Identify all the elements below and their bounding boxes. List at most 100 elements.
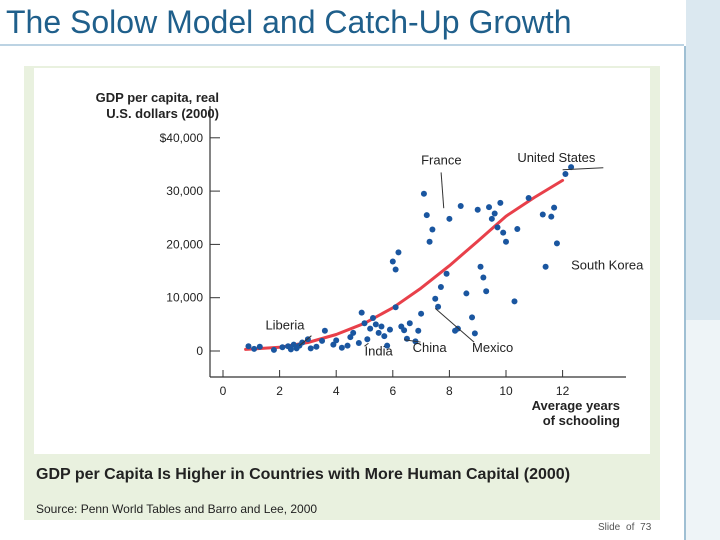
data-point <box>386 326 393 333</box>
data-points <box>245 164 575 353</box>
y-tick-label: 10,000 <box>166 291 203 305</box>
data-point <box>539 211 546 218</box>
data-point <box>423 212 430 219</box>
data-point <box>338 344 345 351</box>
data-point <box>415 327 422 334</box>
data-point <box>469 314 476 321</box>
data-point <box>251 345 258 352</box>
data-point <box>429 226 436 233</box>
data-point <box>474 206 481 213</box>
data-point <box>463 290 470 297</box>
annotation-label: United States <box>517 150 596 165</box>
x-axis-label: of schooling <box>543 413 620 428</box>
annotation-leader <box>404 339 421 343</box>
x-tick-label: 0 <box>220 384 227 398</box>
annotation-leader <box>434 307 475 343</box>
title-divider <box>0 44 684 46</box>
data-point <box>511 298 518 305</box>
data-point <box>406 320 413 327</box>
y-tick-label: 20,000 <box>166 237 203 251</box>
data-point <box>245 343 252 350</box>
data-point <box>514 225 521 232</box>
data-point <box>358 309 365 316</box>
x-tick-label: 8 <box>446 384 453 398</box>
x-tick-label: 12 <box>556 384 570 398</box>
data-point <box>471 330 478 337</box>
data-point <box>446 215 453 222</box>
slide-label: Slide <box>598 522 621 533</box>
side-decoration-bottom <box>686 320 720 540</box>
data-point <box>500 229 507 236</box>
y-axis-label: U.S. dollars (2000) <box>106 106 219 121</box>
data-point <box>347 334 354 341</box>
data-point <box>480 274 487 281</box>
y-tick-label: $40,000 <box>160 131 204 145</box>
x-tick-label: 6 <box>389 384 396 398</box>
data-point <box>395 249 402 256</box>
figure-panel: 0 10,000 20,000 30,000 $40,000 0 2 4 6 8 10 12 GDP p… <box>24 66 660 520</box>
scatter-chart: 0 10,000 20,000 30,000 $40,000 0 2 4 6 8 10 12 GDP p… <box>96 90 644 428</box>
data-point <box>344 342 351 349</box>
data-point <box>330 341 337 348</box>
data-point <box>321 327 328 334</box>
x-tick-label: 4 <box>333 384 340 398</box>
data-point <box>392 304 399 311</box>
data-point <box>313 343 320 350</box>
data-point <box>256 343 263 350</box>
data-point <box>488 215 495 222</box>
x-tick-label: 2 <box>276 384 283 398</box>
data-point <box>287 346 294 353</box>
annotation-leader <box>364 342 369 347</box>
figure-caption: GDP per Capita Is Higher in Countries wi… <box>36 466 571 483</box>
data-point <box>279 344 286 351</box>
data-point <box>350 329 357 336</box>
data-point <box>525 195 532 202</box>
slide-number: Slide of 73 <box>598 522 654 533</box>
data-point <box>426 238 433 245</box>
data-point <box>483 288 490 295</box>
data-point <box>494 224 501 231</box>
chart-axes: 0 10,000 20,000 30,000 $40,000 0 2 4 6 8 10 12 GDP p… <box>96 90 626 428</box>
data-point <box>418 310 425 317</box>
data-point <box>364 336 371 343</box>
total-slides: 73 <box>640 522 652 533</box>
data-point <box>319 337 326 344</box>
data-point <box>486 204 493 211</box>
side-decoration-top <box>686 0 720 320</box>
data-point <box>553 240 560 247</box>
y-tick-label: 0 <box>196 344 203 358</box>
annotation-label: Mexico <box>472 340 513 355</box>
data-point <box>369 314 376 321</box>
data-point <box>477 263 484 270</box>
data-point <box>432 295 439 302</box>
data-point <box>437 284 444 291</box>
y-tick-label: 30,000 <box>166 184 203 198</box>
slide-title: The Solow Model and Catch-Up Growth <box>6 4 572 40</box>
annotation-leader <box>299 335 312 347</box>
data-point <box>384 342 391 349</box>
data-point <box>381 333 388 340</box>
data-point <box>307 345 314 352</box>
data-point <box>562 171 569 178</box>
annotation-label: France <box>421 152 461 167</box>
data-point <box>375 329 382 336</box>
data-point <box>420 190 427 197</box>
data-point <box>378 323 385 330</box>
data-point <box>443 270 450 277</box>
data-point <box>361 320 368 327</box>
of-label: of <box>626 522 635 533</box>
data-point <box>333 337 340 344</box>
data-point <box>372 321 379 328</box>
data-point <box>542 263 549 270</box>
side-decoration-line <box>684 46 686 540</box>
country-annotations: France United States South Korea Liberia Ind… <box>265 150 644 358</box>
data-point <box>491 210 498 217</box>
data-point <box>367 325 374 332</box>
data-point <box>401 327 408 334</box>
annotation-label: China <box>413 340 448 355</box>
x-axis-label: Average years <box>532 398 620 413</box>
data-point <box>270 346 277 353</box>
chart-area: 0 10,000 20,000 30,000 $40,000 0 2 4 6 8 10 12 GDP p… <box>34 68 650 454</box>
data-point <box>503 238 509 245</box>
x-tick-label: 10 <box>499 384 513 398</box>
